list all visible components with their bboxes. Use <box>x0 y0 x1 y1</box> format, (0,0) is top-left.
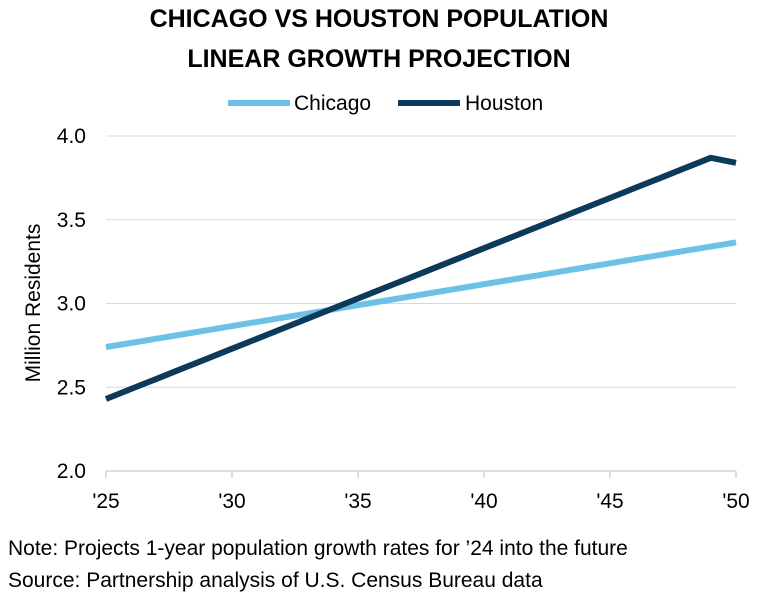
y-tick-label: 3.5 <box>57 209 86 232</box>
y-axis-label: Million Residents <box>22 224 45 383</box>
legend-label-houston: Houston <box>465 92 543 115</box>
series-line-chicago <box>105 239 737 350</box>
x-tick-label: '35 <box>344 490 371 513</box>
legend-label-chicago: Chicago <box>294 92 371 115</box>
y-tick-label: 3.0 <box>57 293 86 316</box>
chart-title-line-1: CHICAGO VS HOUSTON POPULATION <box>149 5 609 33</box>
x-tick-label: '30 <box>218 490 245 513</box>
chart-title-line-2: LINEAR GROWTH PROJECTION <box>187 45 571 73</box>
x-tick-label: '50 <box>722 490 749 513</box>
chart-note: Note: Projects 1-year population growth … <box>8 537 628 560</box>
line-chart: 2.0 2.5 3.0 3.5 4.0 '25 '30 '35 '40 '45 '50 Milli… <box>22 92 750 513</box>
y-tick-label: 2.0 <box>57 460 86 483</box>
series-line-houston <box>104 154 737 402</box>
x-tick-label: '45 <box>596 490 623 513</box>
y-tick-label: 4.0 <box>57 125 86 148</box>
x-tick-label: '40 <box>470 490 497 513</box>
x-tick-label: '25 <box>92 490 119 513</box>
chart-source: Source: Partnership analysis of U.S. Cen… <box>8 569 543 592</box>
y-tick-label: 2.5 <box>57 376 86 399</box>
